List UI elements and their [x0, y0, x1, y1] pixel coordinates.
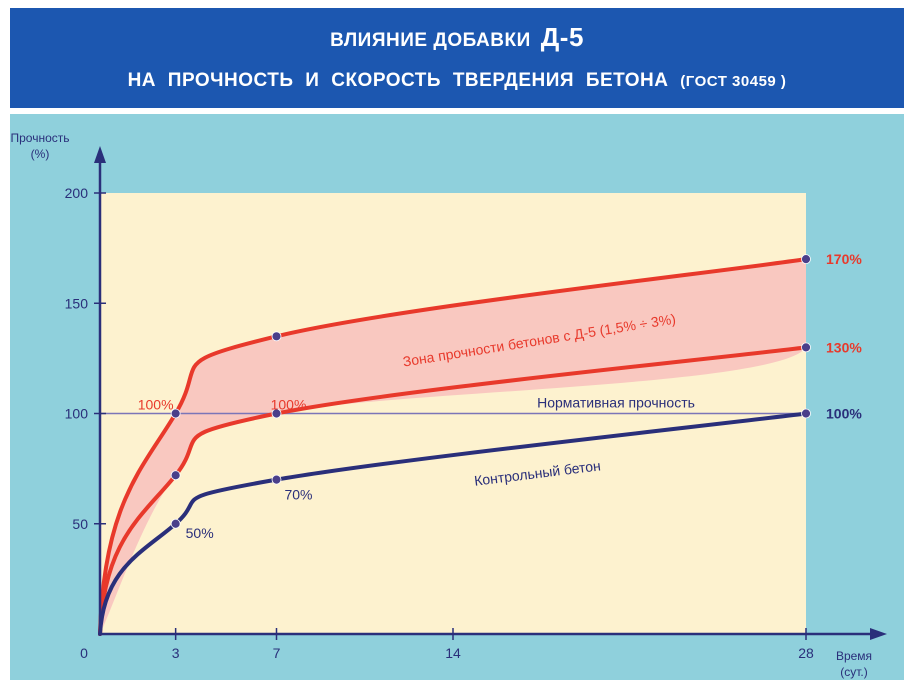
title-line-1: ВЛИЯНИЕ ДОБАВКИ Д-5 — [10, 22, 904, 53]
data-point-lower-28 — [801, 342, 811, 353]
data-point-upper-3 — [170, 408, 181, 419]
annotation-0: 100% — [138, 397, 174, 413]
title-standard: (ГОСТ 30459 ) — [680, 73, 787, 90]
y-tick-label-150: 150 — [65, 295, 89, 311]
data-point-lower-3 — [170, 470, 181, 481]
x-axis-arrow — [870, 628, 887, 640]
title-line-2: НА ПРОЧНОСТЬ И СКОРОСТЬ ТВЕРДЕНИЯ БЕТОНА… — [10, 70, 904, 92]
title-additive-name: Д-5 — [540, 22, 584, 52]
data-point-control-3 — [170, 518, 181, 529]
y-tick-label-200: 200 — [65, 185, 89, 201]
y-axis-arrow — [94, 146, 106, 163]
strength-zone-fill — [100, 259, 806, 634]
reference-line-label: Нормативная прочность — [537, 395, 695, 411]
data-point-upper-28 — [801, 254, 811, 265]
annotation-2: 50% — [186, 525, 214, 541]
header-banner: ВЛИЯНИЕ ДОБАВКИ Д-5 НА ПРОЧНОСТЬ И СКОРОС… — [10, 8, 904, 108]
x-axis-unit: (сут.) — [840, 665, 868, 679]
x-tick-label-3: 3 — [172, 645, 180, 661]
data-point-lower-7 — [271, 408, 282, 419]
x-tick-label-14: 14 — [445, 645, 461, 661]
data-point-upper-7 — [271, 331, 282, 342]
end-label-upper: 170% — [826, 251, 862, 267]
origin-label: 0 — [80, 645, 88, 661]
annotation-3: 70% — [284, 487, 312, 503]
y-tick-label-50: 50 — [72, 516, 88, 532]
y-axis-unit: (%) — [31, 147, 50, 161]
x-tick-label-7: 7 — [273, 645, 281, 661]
x-axis-label: Время — [836, 649, 872, 663]
annotation-1: 100% — [271, 397, 307, 413]
y-axis-label: Прочность — [10, 131, 69, 145]
end-label-control: 100% — [826, 406, 862, 422]
data-point-control-28 — [801, 408, 811, 419]
y-tick-label-100: 100 — [65, 406, 89, 422]
series-line-upper — [98, 257, 808, 636]
title-line-1-text: ВЛИЯНИЕ ДОБАВКИ — [330, 30, 531, 51]
data-point-control-7 — [271, 474, 282, 485]
title-line-2-text: НА ПРОЧНОСТЬ И СКОРОСТЬ ТВЕРДЕНИЯ БЕТОНА — [127, 70, 669, 91]
end-label-lower: 130% — [826, 339, 862, 355]
series-line-control — [98, 411, 808, 636]
x-tick-label-28: 28 — [798, 645, 814, 661]
series-line-lower — [98, 345, 808, 636]
